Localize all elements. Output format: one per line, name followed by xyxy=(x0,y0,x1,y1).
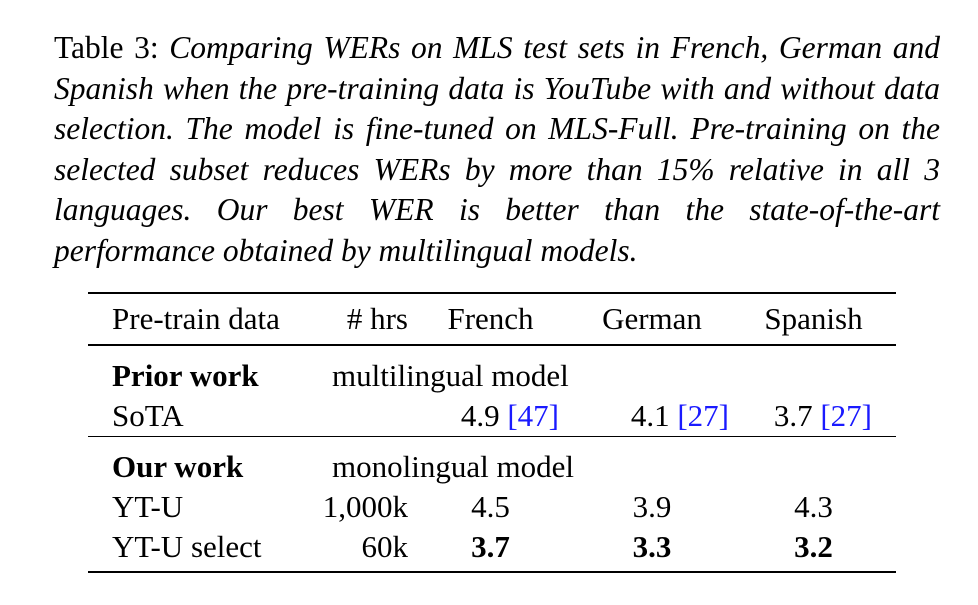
header-hours: # hrs xyxy=(346,301,408,336)
row-hours: 1,000k xyxy=(322,489,408,524)
row-label: SoTA xyxy=(112,398,184,433)
cell-spanish: 4.3 xyxy=(794,489,833,524)
citation-link-french[interactable]: [47] xyxy=(507,398,559,433)
caption-label: Table 3: xyxy=(54,30,159,65)
results-table: Pre-train data # hrs French German Spani… xyxy=(88,292,896,573)
prior-work-desc: multilingual model xyxy=(332,358,569,393)
value-german: 4.1 xyxy=(630,398,670,433)
header-spanish: Spanish xyxy=(764,301,863,336)
cell-spanish: 3.7 [27] xyxy=(731,396,896,437)
our-work-section-row: Our work monolingual model xyxy=(88,436,896,488)
value-spanish: 3.7 xyxy=(773,398,813,433)
header-french: French xyxy=(447,301,534,336)
citation-link-spanish[interactable]: [27] xyxy=(820,398,872,433)
table-row-yt-u: YT-U 1,000k 4.5 3.9 4.3 xyxy=(88,487,896,527)
cell-french: 4.5 xyxy=(471,489,510,524)
table-row-yt-u-select: YT-U select 60k 3.7 3.3 3.2 xyxy=(88,527,896,572)
row-hours: 60k xyxy=(361,529,409,564)
table-caption: Table 3: Comparing WERs on MLS test sets… xyxy=(54,28,940,271)
row-label: YT-U xyxy=(112,489,184,524)
prior-work-title: Prior work xyxy=(112,358,259,393)
header-german: German xyxy=(602,301,702,336)
cell-french: 4.9 [47] xyxy=(408,396,573,437)
cell-french-best: 3.7 xyxy=(471,529,510,564)
row-label: YT-U select xyxy=(112,529,262,564)
citation-link-german[interactable]: [27] xyxy=(677,398,729,433)
table-header-row: Pre-train data # hrs French German Spani… xyxy=(88,293,896,345)
results-table-container: Pre-train data # hrs French German Spani… xyxy=(88,292,896,573)
cell-spanish-best: 3.2 xyxy=(794,529,833,564)
our-work-desc: monolingual model xyxy=(332,449,574,484)
prior-work-section-row: Prior work multilingual model xyxy=(88,345,896,396)
header-pretrain-data: Pre-train data xyxy=(112,301,280,336)
table-row-sota: SoTA 4.9 [47] 4.1 [27] 3.7 [27] xyxy=(88,396,896,437)
our-work-title: Our work xyxy=(112,449,244,484)
value-french: 4.9 xyxy=(460,398,500,433)
cell-german: 3.9 xyxy=(632,489,672,524)
caption-text: Comparing WERs on MLS test sets in Frenc… xyxy=(54,30,940,268)
cell-german: 4.1 [27] xyxy=(573,396,731,437)
cell-german-best: 3.3 xyxy=(632,529,672,564)
row-hours xyxy=(298,396,408,437)
